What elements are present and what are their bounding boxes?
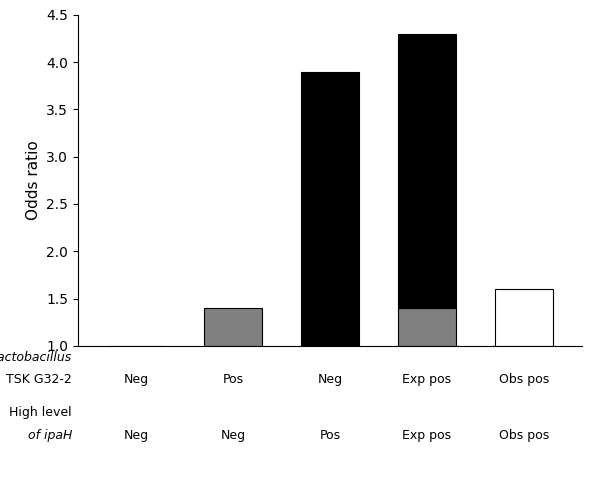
Bar: [398, 34, 456, 308]
Bar: [301, 72, 359, 346]
Text: Neg: Neg: [124, 428, 149, 442]
Bar: [204, 308, 262, 346]
Bar: [398, 308, 456, 346]
Text: Obs pos: Obs pos: [499, 428, 549, 442]
Text: TSK G32-2: TSK G32-2: [6, 373, 72, 386]
Bar: [495, 289, 553, 346]
Text: of ipaH: of ipaH: [28, 428, 72, 442]
Text: Pos: Pos: [223, 373, 244, 386]
Text: Lactobacillus: Lactobacillus: [0, 351, 72, 364]
Text: Exp pos: Exp pos: [403, 428, 451, 442]
Text: Obs pos: Obs pos: [499, 373, 549, 386]
Text: Pos: Pos: [319, 428, 341, 442]
Text: Exp pos: Exp pos: [403, 373, 451, 386]
Text: Neg: Neg: [317, 373, 343, 386]
Text: Neg: Neg: [124, 373, 149, 386]
Text: High level: High level: [10, 406, 72, 419]
Text: Neg: Neg: [221, 428, 245, 442]
Y-axis label: Odds ratio: Odds ratio: [26, 140, 41, 220]
